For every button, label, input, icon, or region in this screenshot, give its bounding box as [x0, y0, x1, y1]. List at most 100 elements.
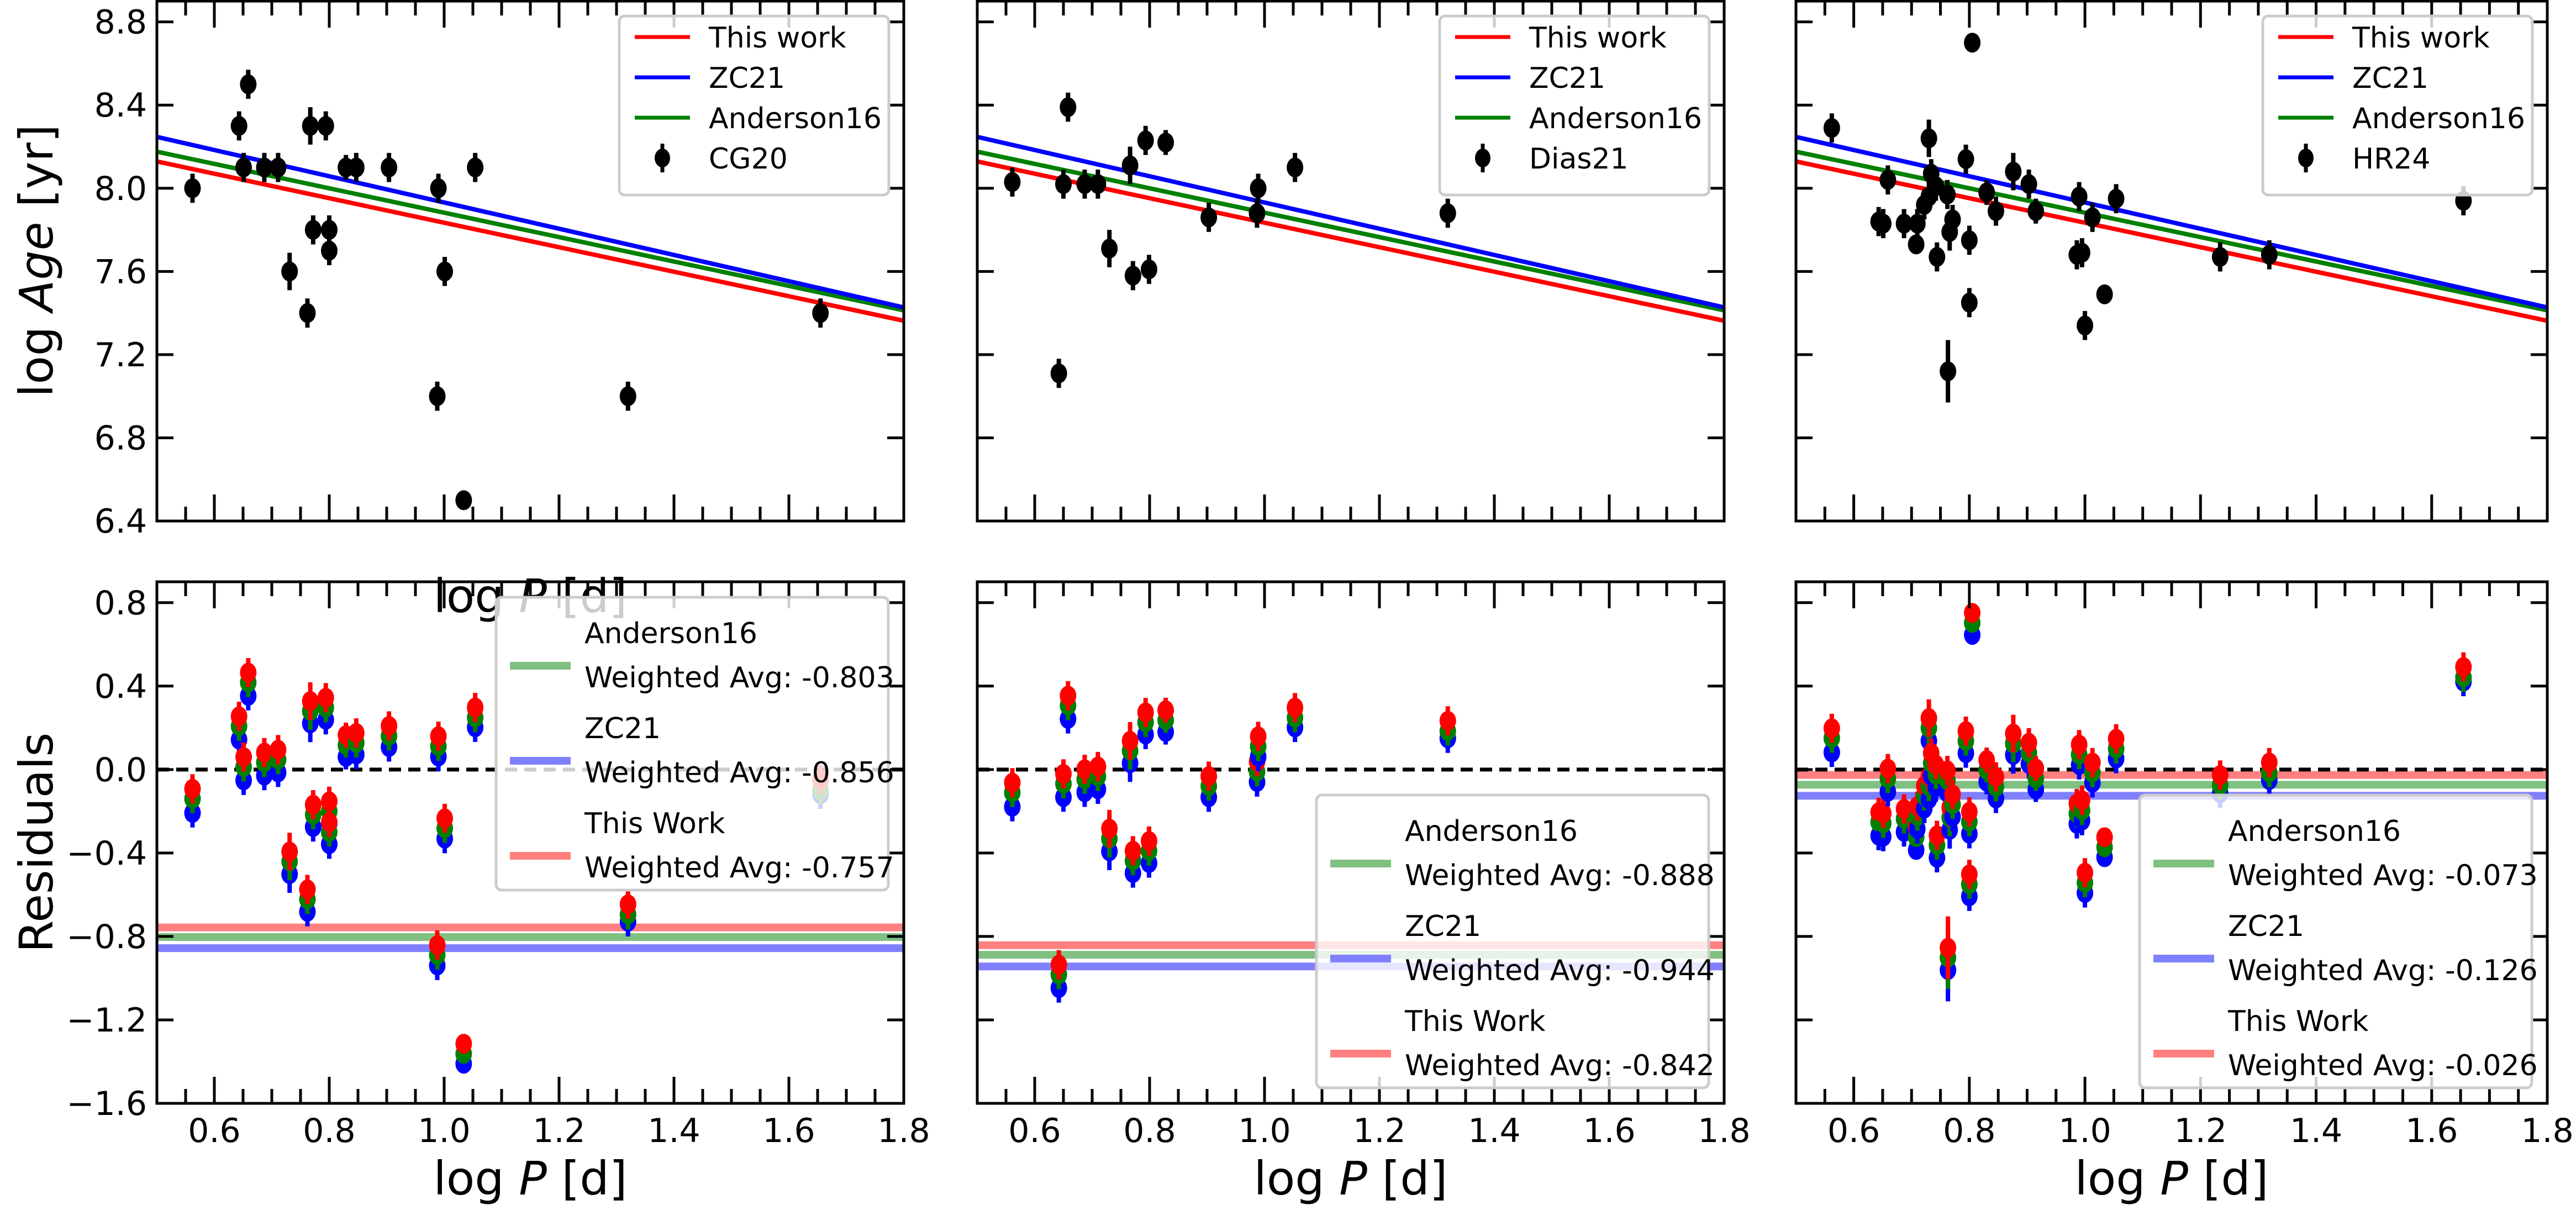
marker	[317, 115, 334, 136]
marker-this-work	[1101, 818, 1118, 839]
marker	[1939, 185, 1956, 205]
residual-point	[2084, 748, 2101, 798]
marker	[1157, 132, 1174, 152]
legend-label: ZC21	[2352, 62, 2429, 95]
marker	[1879, 170, 1897, 190]
x-tick-label: 1.2	[1353, 1112, 1405, 1150]
residual-point	[1879, 754, 1897, 807]
marker	[230, 115, 247, 136]
x-tick-label: 1.0	[1238, 1112, 1290, 1150]
data-point	[1879, 165, 1897, 195]
data-point	[812, 298, 829, 328]
panel-bottom-left: −1.6 −1.2 −0.8 −0.4 0.0 0.4 0.8 0.6 0.8 1.0 1.2 1.4…	[66, 580, 930, 1205]
plot-area	[977, 92, 1724, 388]
marker-this-work	[240, 662, 257, 683]
marker-this-work	[347, 723, 365, 743]
x-tick-label: 0.8	[1123, 1112, 1176, 1150]
x-tick-label: 0.6	[1827, 1112, 1880, 1150]
residual-point	[467, 693, 484, 742]
legend-weighted-avg: Weighted Avg: -0.757	[584, 851, 894, 885]
x-tick-label: 1.2	[533, 1112, 585, 1150]
residual-point	[1137, 698, 1154, 749]
residual-point	[184, 774, 201, 828]
legend-weighted-avg: Weighted Avg: -0.026	[2228, 1049, 2538, 1082]
marker-this-work	[1964, 603, 1981, 623]
marker-this-work	[304, 794, 322, 815]
marker-this-work	[619, 894, 636, 914]
legend-entry: Anderson16 Weighted Avg: -0.888	[1330, 815, 1715, 892]
legend-entry: Anderson16 Weighted Avg: -0.803	[510, 617, 894, 694]
data-point	[1939, 180, 1956, 209]
y-tick-label: 0.8	[94, 584, 147, 623]
residual-point	[429, 930, 446, 980]
marker	[1076, 174, 1093, 194]
marker-this-work	[1287, 697, 1304, 718]
marker-this-work	[429, 935, 446, 955]
residual-point	[347, 718, 365, 770]
marker	[321, 240, 338, 261]
marker-this-work	[1076, 759, 1093, 780]
data-point	[1909, 209, 1926, 239]
legend-label: ZC21	[1405, 910, 1481, 943]
marker	[321, 220, 338, 240]
legend-label: Anderson16	[2352, 102, 2525, 135]
data-point	[1055, 169, 1072, 199]
data-point	[2020, 169, 2037, 199]
marker	[1050, 363, 1067, 383]
marker-this-work	[1957, 721, 1974, 741]
x-tick-label: 1.4	[647, 1112, 700, 1150]
y-tick-label: 8.8	[94, 3, 147, 42]
legend-label: CG20	[709, 143, 788, 176]
data-point	[256, 152, 273, 182]
residual-point	[1089, 751, 1107, 804]
marker-this-work	[299, 879, 316, 899]
y-tick-label: −1.2	[66, 1001, 147, 1040]
panel-bottom-right: 0.6 0.8 1.0 1.2 1.4 1.6 1.8 log P [d] Anderson16…	[1794, 580, 2574, 1205]
legend-entry: CG20	[655, 143, 788, 176]
residual-point	[302, 682, 319, 743]
marker-this-work	[2261, 753, 2278, 773]
legend-label: Anderson16	[1529, 102, 1702, 135]
data-point	[436, 256, 454, 286]
residual-point	[2027, 756, 2045, 802]
marker	[2096, 284, 2113, 304]
residual-point	[1101, 809, 1118, 870]
data-point	[184, 173, 201, 203]
legend-label: This Work	[2227, 1005, 2368, 1038]
marker	[299, 303, 316, 323]
y-axis-label-bottom: Residuals	[9, 733, 64, 953]
y-tick-label: 0.0	[94, 751, 147, 790]
legend-weighted-avg: Weighted Avg: -0.126	[2228, 954, 2538, 987]
plot-area	[157, 70, 904, 511]
legend-entry: This Work Weighted Avg: -0.842	[1330, 1005, 1715, 1082]
marker	[1908, 234, 1925, 255]
legend-entry: This work	[635, 22, 846, 55]
marker	[1089, 174, 1107, 194]
marker	[812, 303, 829, 323]
legend-label: HR24	[2352, 143, 2430, 176]
x-tick-label: 1.8	[2521, 1112, 2573, 1150]
residual-point	[1121, 722, 1139, 782]
residual-point	[1823, 713, 1840, 767]
marker	[1287, 157, 1304, 178]
marker	[1874, 213, 1892, 234]
legend-marker-swatch	[655, 149, 670, 167]
x-tick-label: 1.6	[2405, 1112, 2458, 1150]
marker	[240, 74, 257, 94]
data-point	[1929, 242, 1946, 272]
x-tick-label: 0.8	[1943, 1112, 1995, 1150]
legend-entry: ZC21 Weighted Avg: -0.126	[2153, 910, 2538, 987]
data-point	[2261, 240, 2278, 270]
legend: This work ZC21 Anderson16 CG20	[618, 14, 891, 197]
marker	[1124, 265, 1141, 286]
x-tick-label: 1.8	[1698, 1112, 1750, 1150]
data-point	[1961, 225, 1978, 255]
marker-this-work	[302, 691, 319, 711]
marker-this-work	[321, 791, 338, 812]
marker	[1961, 230, 1978, 250]
fit-line-zc21	[1796, 134, 2547, 310]
panel-top-middle: This work ZC21 Anderson16 Dias21	[976, 0, 1726, 523]
marker-this-work	[1879, 759, 1897, 779]
plot-area	[1796, 603, 2547, 1002]
